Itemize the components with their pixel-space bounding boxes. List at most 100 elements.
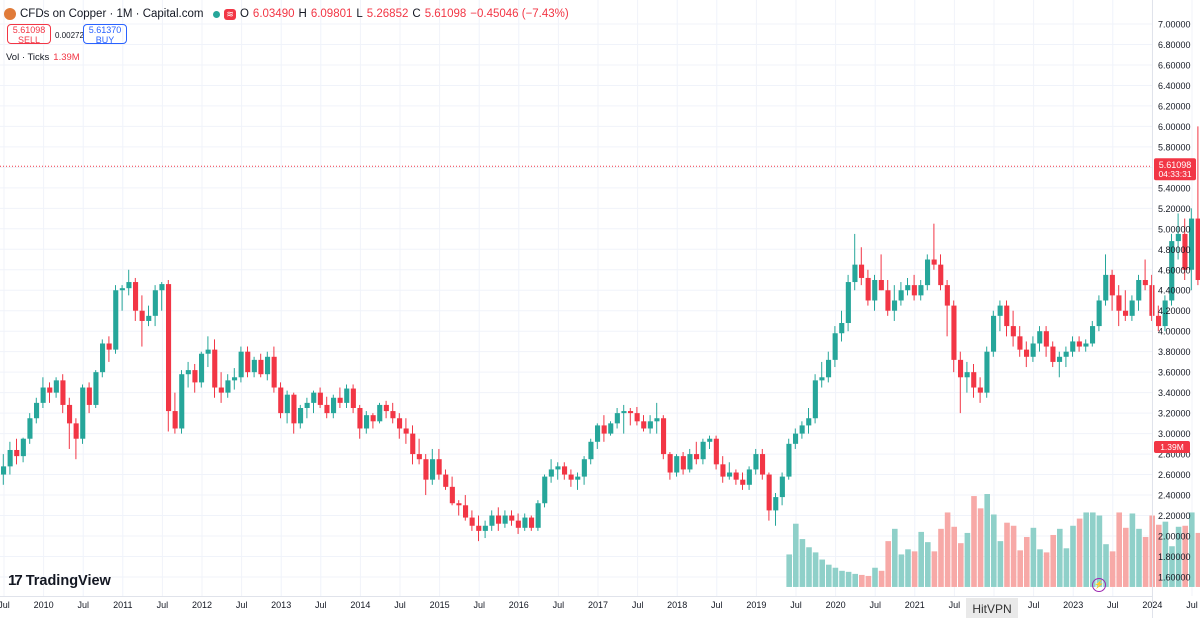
- candle: [601, 415, 607, 442]
- volume-legend[interactable]: Vol · Ticks 1.39M: [6, 52, 80, 63]
- price-tick-label: 4.40000: [1158, 286, 1191, 296]
- symbol-title[interactable]: CFDs on Copper · 1M · Capital.com: [20, 8, 204, 20]
- price-tick-label: 5.00000: [1158, 224, 1191, 234]
- volume-bar: [925, 542, 931, 587]
- volume-bar: [1057, 528, 1063, 587]
- candle-body: [245, 351, 251, 373]
- candle-body: [773, 497, 779, 511]
- volume-bar: [812, 552, 819, 587]
- candle-body: [694, 454, 700, 460]
- candle: [60, 374, 66, 414]
- candle-body: [812, 380, 818, 419]
- volume-bar: [1004, 522, 1010, 587]
- candle-body: [845, 282, 851, 324]
- volume-bar: [1129, 513, 1136, 587]
- candle-body: [205, 349, 211, 354]
- candle-body: [383, 404, 389, 412]
- candle-body: [1162, 300, 1168, 327]
- candle: [687, 448, 693, 473]
- last-price-countdown: 04:33:31: [1158, 169, 1191, 179]
- candle-body: [172, 411, 178, 429]
- candle: [859, 247, 865, 286]
- candle: [991, 310, 997, 357]
- candle: [67, 397, 73, 449]
- candle-body: [562, 466, 568, 475]
- candle: [918, 280, 924, 301]
- volume-bar: [1096, 515, 1103, 587]
- candle: [185, 361, 191, 388]
- candle: [997, 300, 1003, 332]
- price-tick-label: 4.00000: [1158, 327, 1191, 337]
- candle-body: [1142, 280, 1148, 286]
- candle-body: [542, 476, 548, 504]
- last-price-box: [1154, 158, 1196, 181]
- buy-button[interactable]: 5.61370 BUY: [83, 24, 127, 44]
- candle: [826, 351, 832, 383]
- volume-bar: [1103, 544, 1109, 587]
- candle-body: [918, 285, 924, 296]
- volume-bar: [859, 574, 865, 587]
- candle-body: [898, 290, 904, 301]
- volume-last-box: [1154, 441, 1190, 453]
- candle: [482, 520, 488, 539]
- candle-body: [1169, 241, 1175, 301]
- candle-body: [515, 520, 521, 528]
- candle-body: [568, 474, 574, 480]
- price-tick-label: 3.00000: [1158, 429, 1191, 439]
- candle: [1162, 295, 1168, 332]
- tradingview-logo[interactable]: 17 TradingView: [8, 572, 111, 589]
- candle: [608, 421, 614, 436]
- candle: [284, 390, 290, 424]
- time-tick-label: 2014: [350, 600, 370, 610]
- candle-body: [1175, 233, 1181, 242]
- time-tick-label: 2013: [271, 600, 291, 610]
- time-tick-label: 2012: [192, 600, 212, 610]
- sell-button[interactable]: 5.61098 SELL: [7, 24, 51, 44]
- price-tick-label: 3.20000: [1158, 409, 1191, 419]
- volume-bar: [892, 528, 898, 587]
- candle: [575, 472, 581, 490]
- candle-body: [416, 454, 422, 460]
- candle: [898, 282, 904, 306]
- price-tick-label: 6.00000: [1158, 122, 1191, 132]
- time-axis[interactable]: Jul 2010 Jul 2011 Jul 2012 Jul 2013 Jul 2014 Jul 20…: [0, 600, 1200, 610]
- candle: [740, 472, 746, 490]
- candle: [1024, 341, 1030, 368]
- candle: [179, 370, 185, 434]
- price-tick-label: 3.40000: [1158, 388, 1191, 398]
- volume-legend-label: Vol · Ticks: [6, 52, 50, 63]
- candle: [1123, 290, 1129, 321]
- time-tick-label: Jul: [553, 600, 565, 610]
- volume-bar: [911, 551, 918, 587]
- candle-body: [654, 418, 660, 422]
- candle-body: [674, 456, 680, 473]
- candle: [403, 418, 409, 444]
- candle: [1063, 346, 1069, 368]
- candle: [383, 400, 389, 419]
- candle: [1037, 326, 1043, 352]
- candle-body: [740, 479, 746, 485]
- lightning-icon[interactable]: ⚡: [1092, 578, 1106, 592]
- volume-bar: [826, 564, 832, 587]
- candle-body: [555, 466, 561, 470]
- sell-label: SELL: [17, 34, 41, 45]
- data-status-badge: ≋: [224, 8, 236, 20]
- candle-body: [720, 464, 726, 477]
- close-value: 5.61098: [424, 8, 467, 20]
- candle-body: [1024, 349, 1030, 357]
- tradingview-mark-icon: 17: [8, 572, 23, 589]
- volume-bar: [1109, 551, 1116, 587]
- candle: [166, 280, 172, 432]
- candle-body: [502, 515, 508, 524]
- candle: [139, 295, 145, 347]
- symbol-legend[interactable]: CFDs on Copper · 1M · Capital.com ≋ O 6.0…: [4, 8, 569, 20]
- candle-body: [14, 449, 20, 457]
- candle-body: [337, 397, 343, 403]
- price-tick-label: 3.80000: [1158, 347, 1191, 357]
- candle-body: [964, 372, 970, 378]
- candle-body: [859, 264, 865, 278]
- candle-body: [779, 476, 785, 498]
- volume-bar: [878, 570, 885, 587]
